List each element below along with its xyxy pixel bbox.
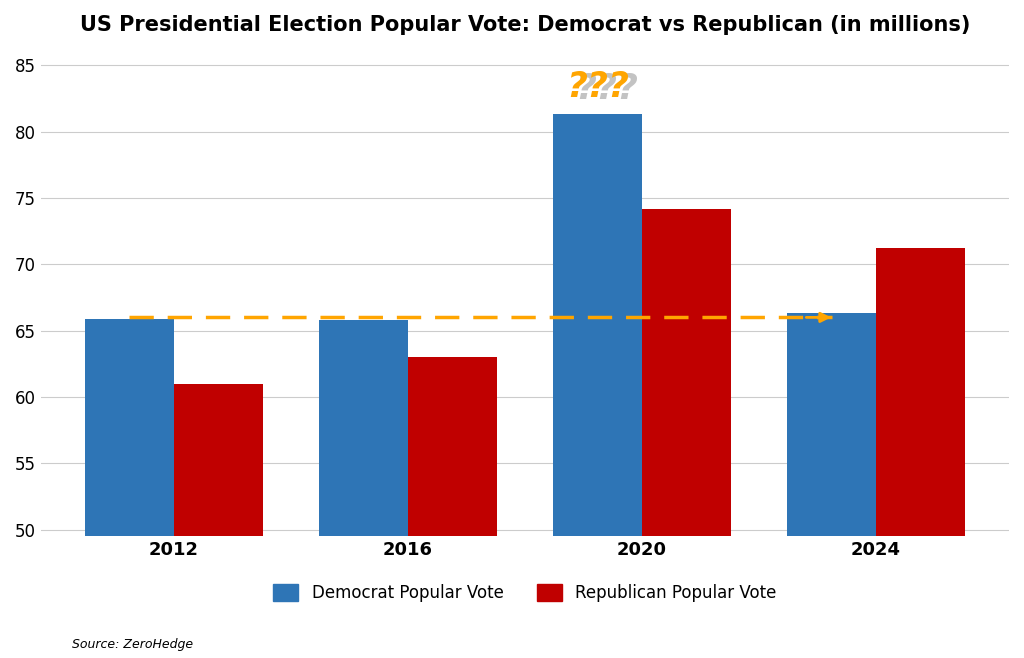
Bar (174, 384, 263, 658)
Bar (642, 209, 731, 658)
Text: Source: ZeroHedge: Source: ZeroHedge (72, 638, 193, 651)
Bar (877, 248, 965, 658)
Bar (85, 318, 174, 658)
Bar (787, 313, 877, 658)
Bar (553, 114, 642, 658)
Bar (408, 357, 497, 658)
Bar (318, 320, 408, 658)
Text: ???: ??? (575, 72, 638, 107)
Title: US Presidential Election Popular Vote: Democrat vs Republican (in millions): US Presidential Election Popular Vote: D… (80, 15, 970, 35)
Text: ???: ??? (566, 70, 629, 103)
Legend: Democrat Popular Vote, Republican Popular Vote: Democrat Popular Vote, Republican Popula… (273, 584, 776, 602)
